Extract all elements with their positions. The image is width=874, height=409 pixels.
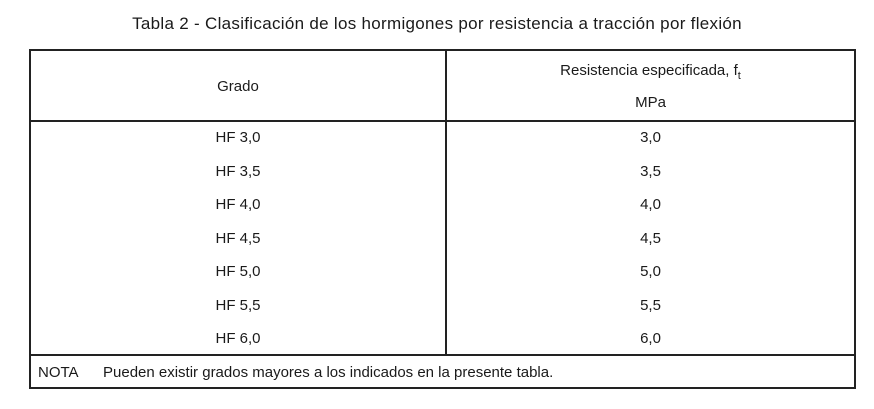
header-unit: MPa (635, 94, 666, 111)
table-header: Grado Resistencia especificada, ft MPa (31, 51, 854, 122)
cell-grado: HF 5,0 (215, 263, 261, 280)
header-resistencia-label: Resistencia especificada, f (560, 62, 738, 79)
cell-valor: 4,0 (640, 196, 661, 213)
table-row: HF 3,5 3,5 (31, 156, 854, 190)
cell-valor: 3,5 (640, 162, 661, 180)
header-resistencia: Resistencia especificada, ft (447, 62, 854, 82)
cell-grado: HF 4,5 (215, 229, 261, 247)
cell-valor: 4,5 (640, 229, 661, 247)
table-title: Tabla 2 - Clasificación de los hormigone… (132, 14, 742, 33)
table-note: NOTA Pueden existir grados mayores a los… (31, 354, 854, 387)
cell-valor: 5,5 (640, 296, 661, 314)
column-divider (445, 51, 447, 356)
note-label: NOTA (38, 364, 79, 381)
table-body: HF 3,0 3,0 HF 3,5 3,5 HF 4,0 4,0 HF 4,5 … (31, 122, 854, 357)
cell-valor: 6,0 (640, 330, 661, 347)
cell-valor: 5,0 (640, 263, 661, 280)
table-row: HF 4,5 4,5 (31, 223, 854, 257)
table-row: HF 4,0 4,0 (31, 189, 854, 223)
cell-grado: HF 5,5 (215, 296, 261, 314)
table-row: HF 6,0 6,0 (31, 323, 854, 357)
cell-valor: 3,0 (640, 129, 661, 146)
note-text: Pueden existir grados mayores a los indi… (103, 364, 554, 381)
cell-grado: HF 3,5 (215, 162, 261, 180)
header-grado: Grado (217, 78, 259, 95)
table-row: HF 5,0 5,0 (31, 256, 854, 290)
header-resistencia-subscript: t (737, 70, 741, 82)
table-row: HF 3,0 3,0 (31, 122, 854, 156)
cell-grado: HF 6,0 (215, 330, 261, 347)
classification-table: Grado Resistencia especificada, ft MPa H… (29, 49, 856, 389)
table-row: HF 5,5 5,5 (31, 290, 854, 324)
cell-grado: HF 4,0 (215, 196, 261, 213)
cell-grado: HF 3,0 (215, 129, 261, 146)
